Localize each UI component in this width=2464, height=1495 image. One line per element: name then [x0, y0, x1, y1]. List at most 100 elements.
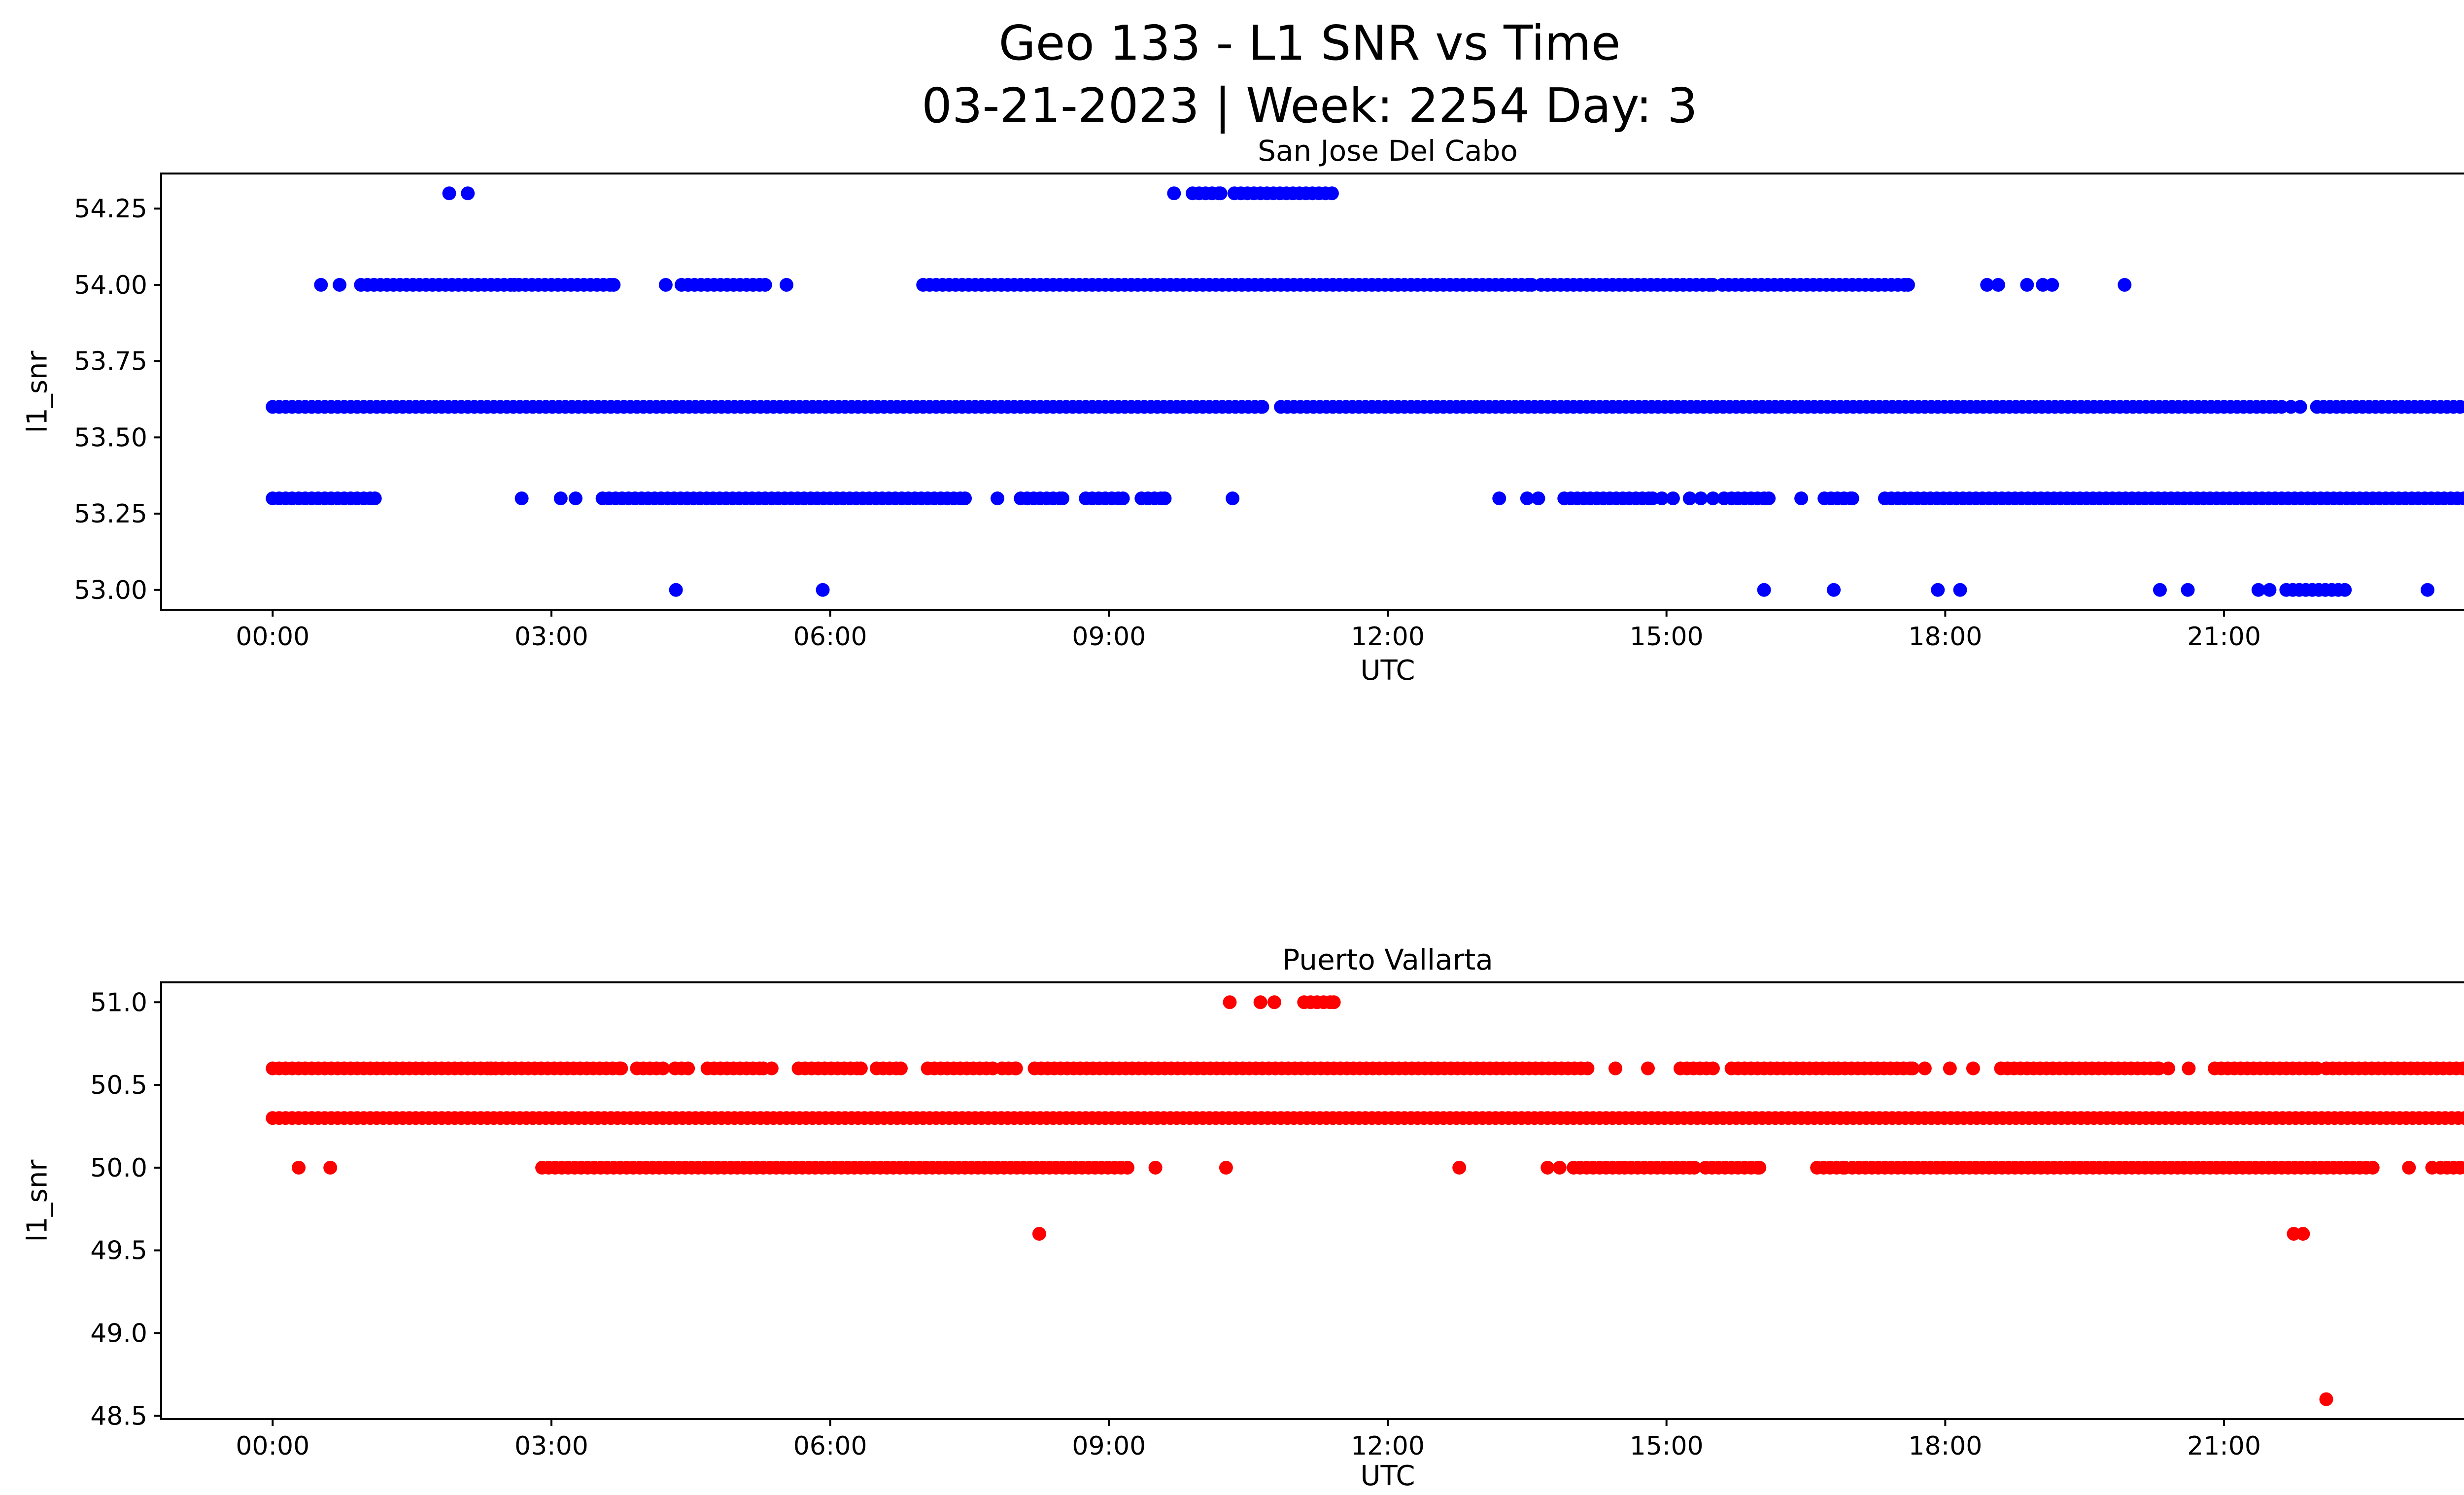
data-point: [1827, 583, 1841, 597]
data-point: [658, 278, 673, 292]
y-tick-label: 54.00: [74, 271, 147, 300]
data-point: [854, 1061, 868, 1076]
data-point: [2293, 400, 2307, 414]
y-tick-label: 49.0: [90, 1319, 147, 1348]
data-point: [1752, 1160, 1767, 1175]
y-tick-label: 53.75: [74, 347, 147, 377]
data-point: [1794, 491, 1809, 506]
data-point: [2262, 583, 2277, 597]
y-tick-label: 50.5: [90, 1071, 147, 1100]
data-point: [2251, 583, 2265, 597]
scatter-points: [266, 186, 2464, 597]
data-point: [758, 278, 772, 292]
scatter-points: [266, 995, 2464, 1406]
x-tick-label: 06:00: [793, 1431, 867, 1461]
data-point: [681, 1061, 695, 1076]
data-point: [1917, 1061, 1932, 1076]
x-axis-label-bottom: UTC: [1360, 1460, 1415, 1492]
x-tick-label: 18:00: [1908, 622, 1982, 652]
data-point: [1943, 1061, 1957, 1076]
data-point: [1226, 491, 1240, 506]
x-tick-label: 15:00: [1630, 1431, 1704, 1461]
data-point: [1032, 1227, 1046, 1241]
data-point: [1845, 491, 1859, 506]
x-tick-label: 00:00: [236, 622, 309, 652]
data-point: [1608, 1061, 1622, 1076]
data-point: [669, 583, 683, 597]
data-point: [1267, 995, 1281, 1009]
data-point: [2045, 278, 2059, 292]
data-point: [656, 1061, 670, 1076]
y-axis-ticks: 54.25 54.00 53.75 53.50 53.25 53.00: [74, 194, 161, 605]
data-point: [1757, 583, 1771, 597]
x-tick-label: 21:00: [2187, 1431, 2261, 1461]
data-point: [1255, 400, 1269, 414]
data-point: [1540, 1160, 1555, 1175]
data-point: [958, 491, 972, 506]
data-point: [1682, 491, 1697, 506]
data-point: [2182, 1061, 2196, 1076]
x-tick-label: 12:00: [1351, 622, 1425, 652]
data-point: [1531, 491, 1545, 506]
data-point: [2402, 1160, 2416, 1175]
data-point: [2462, 1064, 2464, 1073]
data-point: [614, 1061, 628, 1076]
data-point: [442, 186, 456, 201]
data-point: [2319, 1392, 2333, 1406]
y-tick-label: 54.25: [74, 194, 147, 224]
subplot-title-san-jose-del-cabo: San Jose Del Cabo: [1258, 134, 1518, 168]
data-point: [1906, 1061, 1920, 1076]
x-axis-ticks: 00:00 03:00 06:00 09:00 12:00 15:00 18:00 21:00…: [236, 1419, 2261, 1461]
data-point: [1901, 278, 1915, 292]
figure-title-line1: Geo 133 - L1 SNR vs Time: [998, 15, 1621, 71]
x-tick-label: 12:00: [1351, 1431, 1425, 1461]
data-point: [1762, 491, 1776, 506]
data-point: [1213, 186, 1228, 201]
data-point: [2181, 583, 2195, 597]
data-point: [553, 491, 568, 506]
data-point: [2460, 1161, 2464, 1174]
data-point: [2456, 1061, 2464, 1076]
data-point: [1167, 186, 1181, 201]
data-point: [1325, 186, 1339, 201]
figure-title: Geo 133 - L1 SNR vs Time 03-21-2023 | We…: [0, 12, 2464, 137]
subplot-1: 00:00 03:00 06:00 09:00 12:00 15:00 18:00 21:00…: [90, 981, 2464, 1461]
data-point: [461, 186, 475, 201]
data-point: [1991, 278, 2005, 292]
data-point: [1980, 278, 1994, 292]
data-point: [2020, 278, 2034, 292]
x-tick-label: 21:00: [2187, 622, 2261, 652]
data-point: [2338, 583, 2352, 597]
data-point: [2425, 1160, 2439, 1175]
data-point: [1148, 1160, 1163, 1175]
data-point: [314, 278, 328, 292]
data-point: [333, 278, 347, 292]
y-tick-label: 49.5: [90, 1236, 147, 1266]
data-point: [1706, 491, 1720, 506]
data-point: [1452, 1160, 1467, 1175]
subplot-0: 00:00 03:00 06:00 09:00 12:00 15:00 18:00 21:00…: [74, 173, 2464, 652]
data-point: [1223, 995, 1237, 1009]
data-point: [1953, 583, 1967, 597]
data-point: [323, 1160, 338, 1175]
data-point: [2118, 278, 2132, 292]
data-point: [568, 491, 582, 506]
data-point: [292, 1160, 306, 1175]
data-point: [1253, 995, 1267, 1009]
data-point: [1116, 491, 1130, 506]
data-point: [780, 278, 794, 292]
data-point: [514, 491, 529, 506]
x-tick-label: 15:00: [1630, 622, 1704, 652]
x-axis-ticks: 00:00 03:00 06:00 09:00 12:00 15:00 18:00 21:00…: [236, 610, 2261, 652]
data-point: [2161, 1061, 2175, 1076]
data-point: [1966, 1061, 1980, 1076]
data-point: [991, 491, 1005, 506]
data-point: [607, 278, 621, 292]
x-tick-label: 03:00: [514, 622, 588, 652]
data-point: [2420, 583, 2434, 597]
y-tick-label: 53.00: [74, 576, 147, 605]
y-tick-label: 53.50: [74, 423, 147, 452]
data-point: [1687, 1160, 1702, 1175]
